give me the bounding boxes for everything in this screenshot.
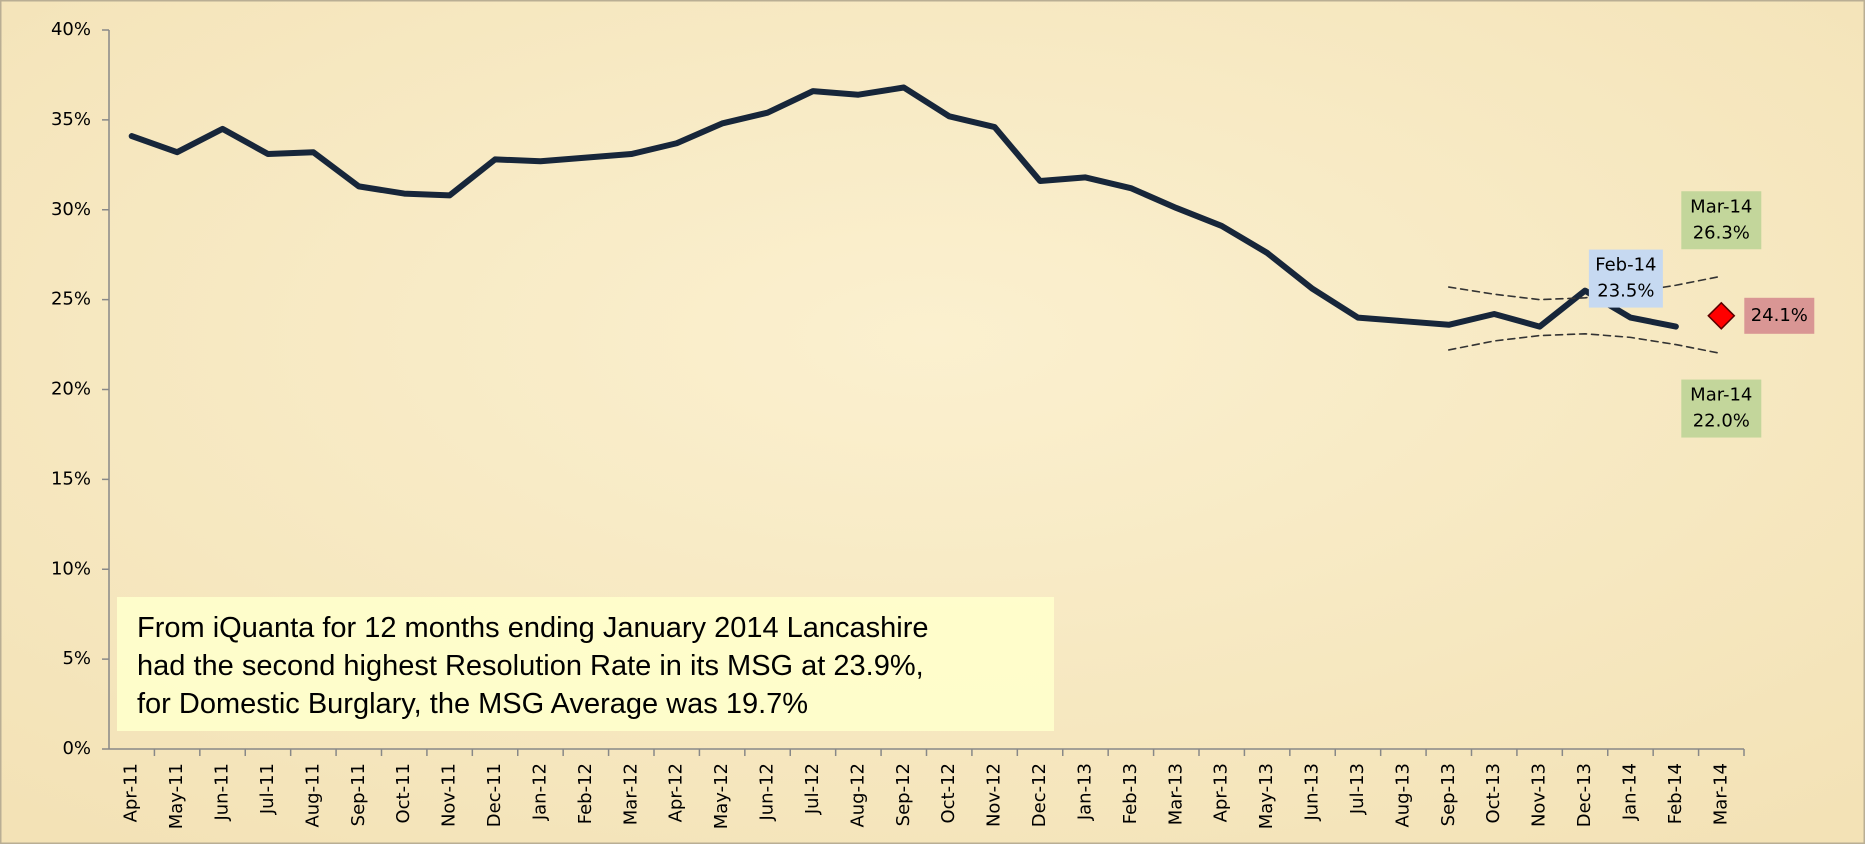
annotation-text: for Domestic Burglary, the MSG Average w…	[137, 688, 808, 720]
x-tick-label: Jun-13	[1302, 763, 1323, 822]
x-tick-label: Jan-12	[529, 763, 550, 821]
data-line	[128, 84, 1679, 330]
x-tick-label: Jul-13	[1347, 763, 1368, 815]
x-tick-label: Aug-11	[302, 763, 323, 828]
y-tick-label: 40%	[51, 19, 91, 40]
data-label-category: Mar-14	[1690, 196, 1752, 217]
x-tick-label: Apr-12	[666, 763, 687, 822]
x-tick-label: Dec-12	[1029, 763, 1050, 827]
x-tick-label: Nov-13	[1529, 763, 1550, 827]
x-tick-label: Apr-11	[121, 763, 142, 822]
x-tick-label: Mar-13	[1165, 763, 1186, 825]
data-label: 26.3%	[1693, 222, 1750, 243]
data-label: 22.0%	[1693, 411, 1750, 432]
y-tick-label: 15%	[51, 468, 91, 489]
x-tick-label: Nov-11	[439, 763, 460, 827]
x-tick-label: Sep-11	[348, 763, 369, 826]
x-tick-label: Oct-13	[1483, 763, 1504, 824]
band-line	[1447, 332, 1723, 355]
x-tick-label: May-11	[166, 763, 187, 829]
y-tick-label: 30%	[51, 199, 91, 220]
diamond-marker	[1707, 301, 1736, 330]
x-tick-label: Jun-12	[757, 763, 778, 822]
x-tick-label: Sep-13	[1438, 763, 1459, 826]
data-label-category: Mar-14	[1690, 385, 1752, 406]
x-tick-label: Aug-13	[1392, 763, 1413, 828]
data-label-box	[1681, 191, 1762, 250]
y-tick-label: 10%	[51, 558, 91, 579]
x-tick-label: Jan-14	[1619, 763, 1640, 821]
x-tick-label: Feb-14	[1665, 763, 1686, 824]
x-tick-label: Mar-14	[1710, 763, 1731, 825]
data-label-category: Feb-14	[1595, 255, 1656, 276]
x-tick-label: Apr-13	[1211, 763, 1232, 822]
data-label-box	[1744, 297, 1815, 334]
x-tick-label: Mar-12	[620, 763, 641, 825]
x-tick-label: Aug-12	[847, 763, 868, 828]
x-tick-label: Dec-11	[484, 763, 505, 827]
annotation-text: From iQuanta for 12 months ending Januar…	[137, 612, 929, 644]
x-tick-label: May-13	[1256, 763, 1277, 829]
data-label: 23.5%	[1597, 281, 1654, 302]
x-tick-label: Nov-12	[984, 763, 1005, 827]
x-tick-label: Sep-12	[893, 763, 914, 826]
x-tick-label: Jun-11	[212, 763, 233, 822]
x-tick-label: Jul-12	[802, 763, 823, 815]
data-label-box	[1681, 379, 1762, 438]
x-tick-label: Jan-13	[1074, 763, 1095, 821]
x-tick-label: Feb-12	[575, 763, 596, 824]
x-tick-label: Oct-11	[393, 763, 414, 824]
y-tick-label: 20%	[51, 379, 91, 400]
x-tick-label: May-12	[711, 763, 732, 829]
x-tick-label: Jul-11	[257, 763, 278, 815]
y-tick-label: 5%	[62, 648, 91, 669]
band-line	[1447, 275, 1723, 301]
x-tick-label: Feb-13	[1120, 763, 1141, 824]
data-label: 24.1%	[1751, 305, 1808, 326]
y-tick-label: 0%	[62, 738, 91, 759]
data-label-box	[1588, 249, 1663, 308]
y-tick-label: 35%	[51, 109, 91, 130]
x-tick-label: Oct-12	[938, 763, 959, 824]
annotation-text: had the second highest Resolution Rate i…	[137, 650, 924, 682]
annotation-box	[117, 597, 1054, 731]
x-tick-label: Dec-13	[1574, 763, 1595, 827]
y-tick-label: 25%	[51, 289, 91, 310]
